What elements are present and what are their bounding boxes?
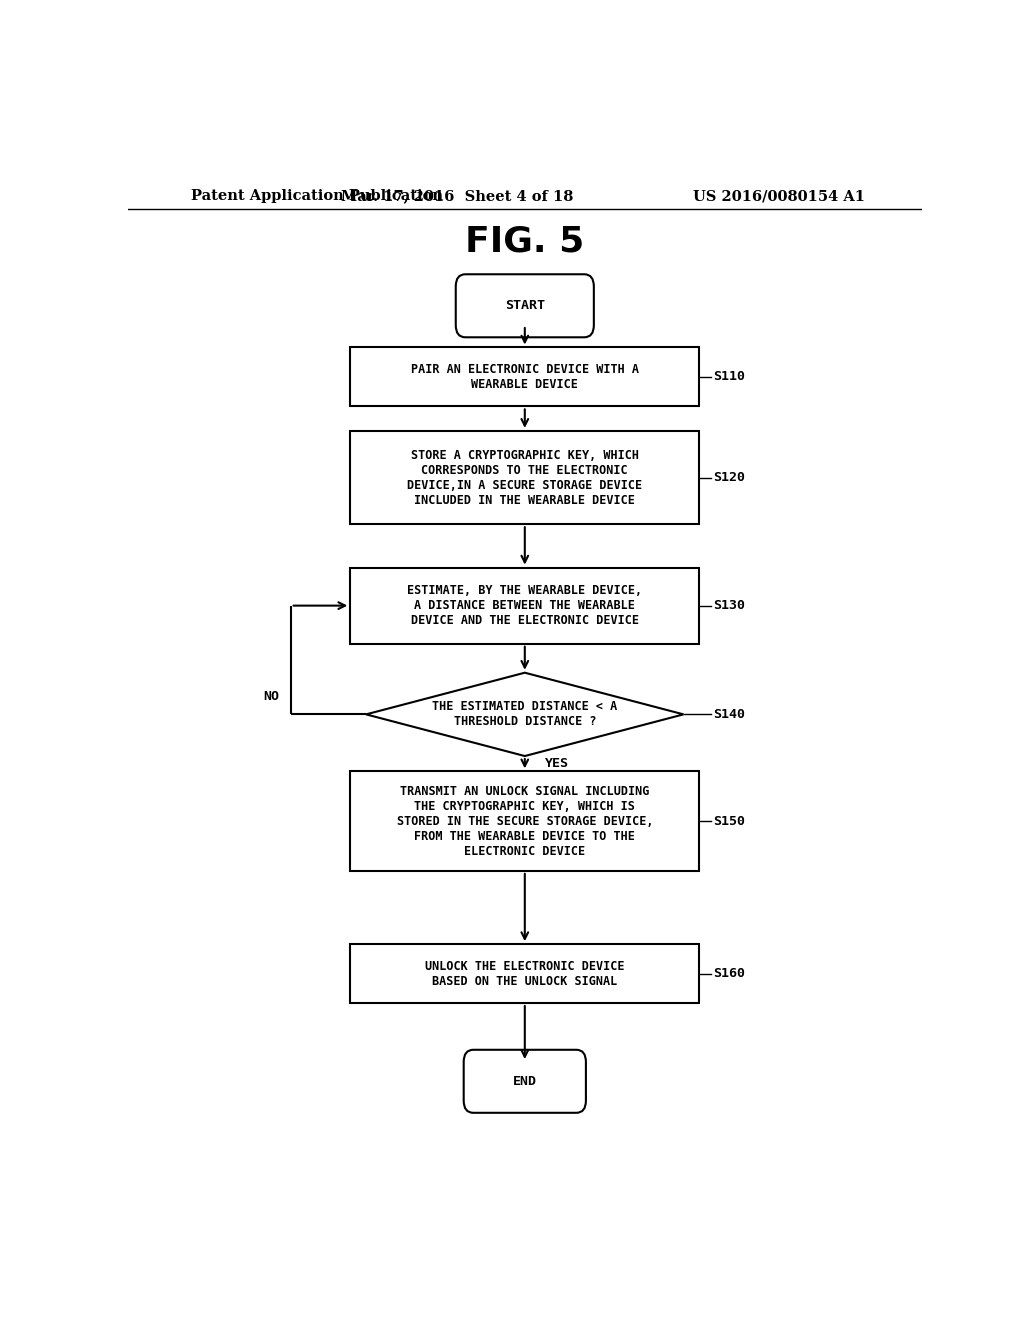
Bar	[350, 944, 699, 1003]
Text: START: START	[505, 300, 545, 313]
FancyBboxPatch shape	[464, 1049, 586, 1113]
Text: US 2016/0080154 A1: US 2016/0080154 A1	[693, 189, 864, 203]
Text: S110: S110	[713, 371, 744, 383]
Text: THE ESTIMATED DISTANCE < A
THRESHOLD DISTANCE ?: THE ESTIMATED DISTANCE < A THRESHOLD DIS…	[432, 701, 617, 729]
Text: S120: S120	[713, 471, 744, 484]
Text: UNLOCK THE ELECTRONIC DEVICE
BASED ON THE UNLOCK SIGNAL: UNLOCK THE ELECTRONIC DEVICE BASED ON TH…	[425, 960, 625, 987]
Text: STORE A CRYPTOGRAPHIC KEY, WHICH
CORRESPONDS TO THE ELECTRONIC
DEVICE,IN A SECUR: STORE A CRYPTOGRAPHIC KEY, WHICH CORRESP…	[408, 449, 642, 507]
Text: ESTIMATE, BY THE WEARABLE DEVICE,
A DISTANCE BETWEEN THE WEARABLE
DEVICE AND THE: ESTIMATE, BY THE WEARABLE DEVICE, A DIST…	[408, 585, 642, 627]
Text: END: END	[513, 1074, 537, 1088]
Bar	[350, 347, 699, 407]
Text: S140: S140	[713, 708, 744, 721]
Polygon shape	[367, 673, 684, 756]
Text: FIG. 5: FIG. 5	[465, 224, 585, 259]
Text: Mar. 17, 2016  Sheet 4 of 18: Mar. 17, 2016 Sheet 4 of 18	[341, 189, 573, 203]
Text: S150: S150	[713, 814, 744, 828]
Text: YES: YES	[545, 758, 568, 770]
Text: S160: S160	[713, 968, 744, 979]
Text: Patent Application Publication: Patent Application Publication	[191, 189, 443, 203]
Bar	[350, 568, 699, 644]
Bar	[350, 430, 699, 524]
Text: NO: NO	[263, 689, 279, 702]
Bar	[350, 771, 699, 871]
Text: PAIR AN ELECTRONIC DEVICE WITH A
WEARABLE DEVICE: PAIR AN ELECTRONIC DEVICE WITH A WEARABL…	[411, 363, 639, 391]
Text: TRANSMIT AN UNLOCK SIGNAL INCLUDING
THE CRYPTOGRAPHIC KEY, WHICH IS
STORED IN TH: TRANSMIT AN UNLOCK SIGNAL INCLUDING THE …	[396, 784, 653, 858]
FancyBboxPatch shape	[456, 275, 594, 338]
Text: S130: S130	[713, 599, 744, 612]
